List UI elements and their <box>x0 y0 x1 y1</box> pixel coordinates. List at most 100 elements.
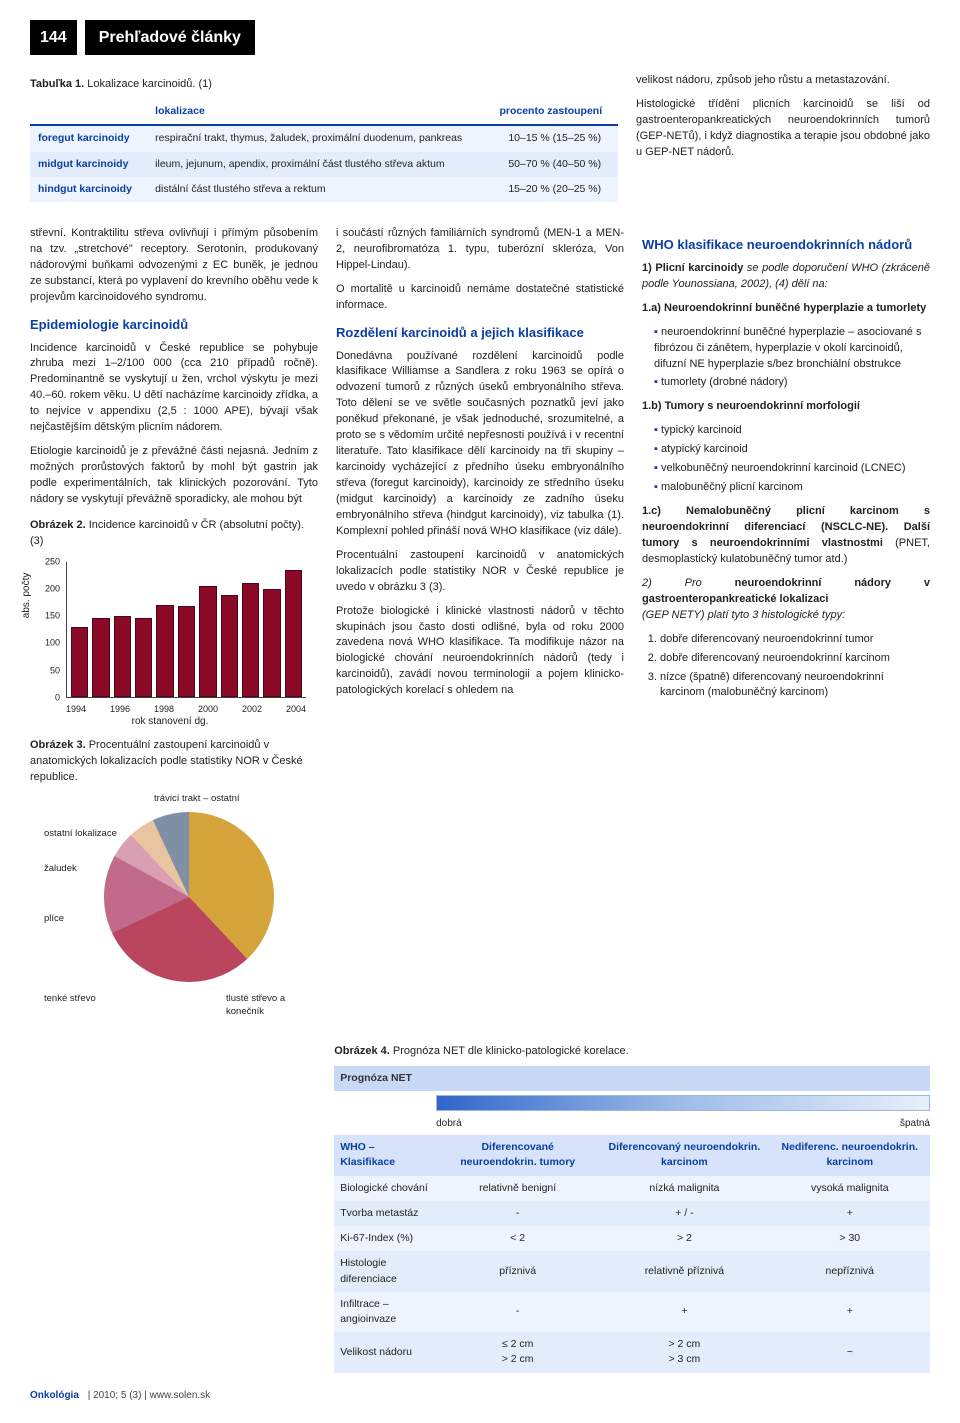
t4-cell: > 2 cm> 3 cm <box>599 1332 769 1372</box>
fig3-cap-b: Obrázek 3. <box>30 739 86 751</box>
fig4-cap-b: Obrázek 4. <box>334 1045 390 1057</box>
prog-good: dobrá <box>436 1117 462 1132</box>
bar-ytick: 150 <box>45 610 60 623</box>
footer-issue: | 2010; 5 (3) | <box>88 1390 147 1401</box>
t1-h1: lokalizace <box>147 99 491 125</box>
bar-xtick <box>222 703 238 716</box>
t1-r0c0: foregut karcinoidy <box>30 125 147 151</box>
bar <box>156 605 173 697</box>
table1: lokalizace procento zastoupení foregut k… <box>30 99 618 202</box>
bar-xtick: 2000 <box>198 703 218 716</box>
t1-r0c2: 10–15 % (15–25 %) <box>491 125 618 151</box>
t1-h0 <box>30 99 147 125</box>
tbl1-cap-r: Lokalizace karcinoidů. (1) <box>84 78 212 90</box>
col2-p1: i součástí různých familiárních syndromů… <box>336 226 624 274</box>
t4-cell: nepříznivá <box>770 1251 930 1291</box>
bar-xtick <box>266 703 282 716</box>
bar-ytick: 0 <box>55 691 60 704</box>
b2: tumorlety (drobné nádory) <box>654 375 930 391</box>
bar-xtick: 2002 <box>242 703 262 716</box>
bar <box>285 570 302 697</box>
footer-site: www.solen.sk <box>150 1390 211 1401</box>
col1-p3: Etiologie karcinoidů je z převážné části… <box>30 444 318 508</box>
t4-h1: Diferencované neuroendokrin. tumory <box>436 1135 599 1175</box>
fig2-cap-b: Obrázek 2. <box>30 519 86 531</box>
t4-cell: Biologické chování <box>334 1176 436 1201</box>
table-row: foregut karcinoidy respirační trakt, thy… <box>30 125 618 151</box>
t4-cell: > 2 <box>599 1226 769 1251</box>
col3-p2: Histologické třídění plicních karcinoidů… <box>636 97 930 161</box>
o1: dobře diferencovaný neuroendokrinní tumo… <box>660 632 930 648</box>
bar-ytick: 250 <box>45 555 60 568</box>
prog-bad: špatná <box>900 1117 930 1132</box>
t4-cell: relativně příznivá <box>599 1251 769 1291</box>
pie-label: ostatní lokalizace <box>44 827 117 841</box>
l1a: 1.a) Neuroendokrinní buněčné hyperplazie… <box>642 301 930 317</box>
bar <box>135 618 152 696</box>
col2-p3: Donedávna používané rozdělení karcinoidů… <box>336 349 624 540</box>
h-rozdeleni: Rozdělení karcinoidů a jejich klasifikac… <box>336 324 624 343</box>
bar <box>114 616 131 697</box>
bar <box>221 595 238 697</box>
bar-xlabels: 199419961998200020022004 <box>66 703 306 716</box>
prog-labels: dobrá špatná <box>436 1117 930 1132</box>
t1-r0c1: respirační trakt, thymus, žaludek, proxi… <box>147 125 491 151</box>
footer-journal: Onkológia <box>30 1390 79 1401</box>
t1-h2: procento zastoupení <box>491 99 618 125</box>
bar-ytick: 200 <box>45 582 60 595</box>
page-footer: Onkológia | 2010; 5 (3) | www.solen.sk <box>30 1389 930 1404</box>
t4-prog-title: Prognóza NET <box>334 1066 930 1091</box>
c3-p3b: 1) Plicní karcinoidy <box>642 262 743 274</box>
bar-bars <box>67 562 306 697</box>
col2-p2: O mortalitě u karcinoidů nemáme dostateč… <box>336 282 624 314</box>
b4: atypický karcinoid <box>654 442 930 458</box>
t4-cell: + <box>599 1292 769 1332</box>
t4-h3: Nediferenc. neuroendokrin. karcinom <box>770 1135 930 1175</box>
b1: neuroendokrinní buněčné hyperplazie – as… <box>654 325 930 373</box>
h-who: WHO klasifikace neuroendokrinních nádorů <box>642 236 930 255</box>
bar <box>263 589 280 697</box>
t1-r1c1: ileum, jejunum, apendix, proximální část… <box>147 152 491 177</box>
l1c: 1.c) Nemalobuněčný plicní karcinom s neu… <box>642 504 930 568</box>
pie-label: trávicí trakt – ostatní <box>154 792 240 806</box>
pie-chart: tenké střevotlusté střevo a konečníkplíc… <box>44 792 304 1022</box>
p4r: (GEP NETY) platí tyto 3 histologické typ… <box>642 609 845 621</box>
bar-xtick: 1998 <box>154 703 174 716</box>
bullets-1b: typický karcinoid atypický karcinoid vel… <box>642 423 930 496</box>
table1-caption: Tabuľka 1. Lokalizace karcinoidů. (1) <box>30 77 618 93</box>
bullets-1a: neuroendokrinní buněčné hyperplazie – as… <box>642 325 930 392</box>
t4-cell: Velikost nádoru <box>334 1332 436 1372</box>
t4-cell: + <box>770 1292 930 1332</box>
t1-r2c0: hindgut karcinoidy <box>30 177 147 202</box>
t1-r1c2: 50–70 % (40–50 %) <box>491 152 618 177</box>
table-row: Infiltrace – angioinvaze-++ <box>334 1292 930 1332</box>
table-row: Tvorba metastáz-+ / -+ <box>334 1201 930 1226</box>
l1a-t: 1.a) Neuroendokrinní buněčné hyperplazie… <box>642 302 926 314</box>
b3: typický karcinoid <box>654 423 930 439</box>
pie-label: žaludek <box>44 862 77 876</box>
t4-cell: < 2 <box>436 1226 599 1251</box>
bar-xtitle: rok stanovení dg. <box>30 715 310 730</box>
t4-cell: - <box>436 1292 599 1332</box>
fig2-caption: Obrázek 2. Incidence karcinoidů v ČR (ab… <box>30 518 318 550</box>
b6: malobuněčný plicní karcinom <box>654 480 930 496</box>
t1-r1c0: midgut karcinoidy <box>30 152 147 177</box>
bar <box>242 583 259 696</box>
t4-h0: WHO – Klasifikace <box>334 1135 436 1175</box>
fig4-cap-r: Prognóza NET dle klinicko-patologické ko… <box>390 1045 629 1057</box>
o2: dobře diferencovaný neuroendokrinní karc… <box>660 651 930 667</box>
t1-r2c1: distální část tlustého střeva a rektum <box>147 177 491 202</box>
ordered-list: dobře diferencovaný neuroendokrinní tumo… <box>642 632 930 702</box>
col2-p4: Procentuální zastoupení karcinoidů v ana… <box>336 548 624 596</box>
bar <box>92 618 109 696</box>
table4: Prognóza NET dobrá špatná WHO – Klasifik… <box>334 1066 930 1373</box>
p4i: 2) Pro <box>642 577 702 589</box>
bar-yticks: 050100150200250 <box>30 562 64 698</box>
table-row: Velikost nádoru≤ 2 cm> 2 cm> 2 cm> 3 cm~ <box>334 1332 930 1372</box>
t1-r2c2: 15–20 % (20–25 %) <box>491 177 618 202</box>
bar <box>199 586 216 697</box>
pie-label: plíce <box>44 912 64 926</box>
t4-cell: vysoká malignita <box>770 1176 930 1201</box>
t4-cell: relativně benigní <box>436 1176 599 1201</box>
page-number: 144 <box>30 20 77 55</box>
